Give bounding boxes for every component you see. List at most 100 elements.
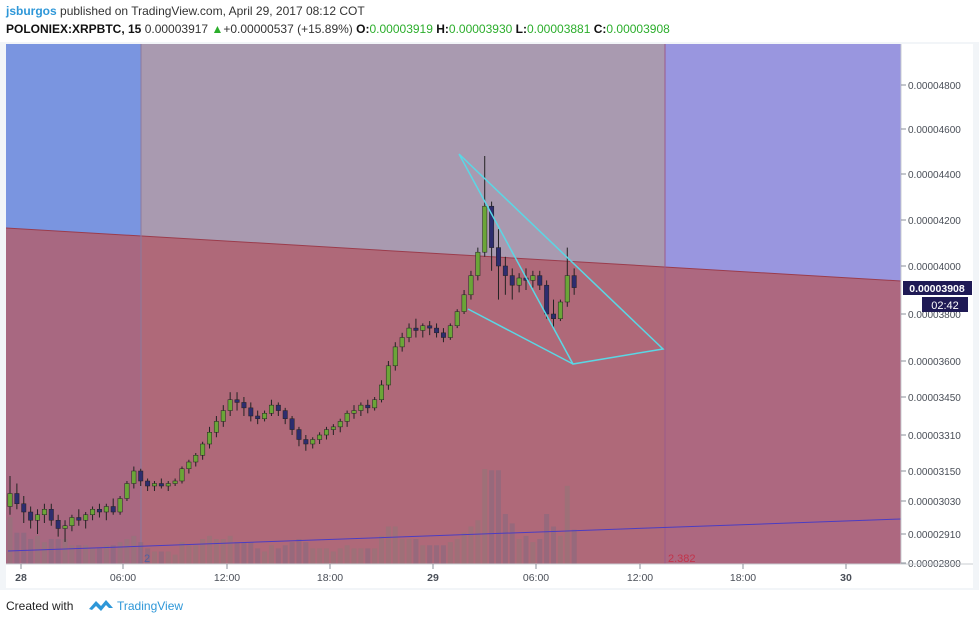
candle-body xyxy=(282,410,288,419)
y-tick-label: 0.00003310 xyxy=(908,431,961,442)
open-label: O: xyxy=(356,22,370,36)
volume-bar xyxy=(76,545,82,564)
fib-fan-line xyxy=(6,227,902,282)
candle-body xyxy=(179,468,185,482)
candle-body xyxy=(365,404,371,409)
candle-body xyxy=(461,294,467,312)
candle-body xyxy=(275,404,281,411)
volume-bar xyxy=(117,542,123,564)
candle-body xyxy=(14,493,20,504)
candle-body xyxy=(289,418,295,430)
volume-bar xyxy=(62,539,68,564)
candle-body xyxy=(372,399,378,409)
candle-body xyxy=(385,365,391,386)
candle-body xyxy=(234,399,240,403)
author-link[interactable]: jsburgos xyxy=(6,4,57,18)
candle-body xyxy=(482,205,488,253)
high-value: 0.00003930 xyxy=(448,22,513,36)
change-up-icon: ▲ xyxy=(211,22,224,36)
y-tick-label: 0.00002910 xyxy=(908,530,961,541)
tradingview-link[interactable]: TradingView xyxy=(117,599,184,613)
volume-bar xyxy=(413,539,419,564)
volume-bar xyxy=(317,548,323,564)
candle-body xyxy=(434,327,440,334)
volume-bar xyxy=(289,542,295,564)
candle-body xyxy=(255,415,261,419)
candle-body xyxy=(248,407,254,417)
candle-body xyxy=(296,429,302,440)
x-tick-label: 06:00 xyxy=(523,572,549,584)
chart-header: jsburgos published on TradingView.com, A… xyxy=(0,0,979,42)
volume-bar xyxy=(392,526,398,564)
candle-body xyxy=(165,483,171,487)
candle-body xyxy=(344,413,350,422)
volume-bar xyxy=(124,539,130,564)
x-tick-label: 30 xyxy=(840,572,852,584)
open-value: 0.00003919 xyxy=(369,22,433,36)
time-axis[interactable] xyxy=(6,564,901,588)
fib-label-left: 2 xyxy=(144,553,150,565)
tradingview-logo-icon[interactable] xyxy=(88,596,114,614)
candle-body xyxy=(564,275,570,303)
volume-bar xyxy=(544,514,550,564)
volume-bar xyxy=(337,548,343,564)
volume-bar xyxy=(145,548,151,564)
candle-body xyxy=(440,332,446,338)
candle-body xyxy=(172,480,178,484)
volume-bar xyxy=(55,539,61,564)
candle-body xyxy=(103,506,109,513)
candle-body xyxy=(475,251,481,276)
volume-bar xyxy=(344,545,350,564)
candle-body xyxy=(241,402,247,409)
candle-body xyxy=(358,404,364,411)
triangle-base[interactable] xyxy=(467,308,574,365)
close-value: 0.00003908 xyxy=(606,22,670,36)
footer: Created with TradingView xyxy=(0,590,979,623)
candle-body xyxy=(310,439,316,445)
volume-bar xyxy=(172,554,178,564)
candle-body xyxy=(21,503,27,513)
candle-body xyxy=(262,413,268,419)
volume-bar xyxy=(399,539,405,564)
candle-body xyxy=(268,404,274,414)
candle-body xyxy=(145,480,151,487)
volume-bar xyxy=(489,470,495,564)
candle-body xyxy=(48,509,54,521)
volume-bar xyxy=(537,539,543,564)
volume-bar xyxy=(502,514,508,564)
candle-body xyxy=(35,514,40,521)
candle-body xyxy=(186,461,192,469)
trendline[interactable] xyxy=(7,518,902,552)
volume-bar xyxy=(372,548,378,564)
y-tick-label: 0.00003150 xyxy=(908,467,961,478)
volume-bar xyxy=(323,548,329,564)
volume-bar xyxy=(275,548,281,564)
x-tick-label: 12:00 xyxy=(627,572,653,584)
volume-bar xyxy=(365,548,371,564)
price-chart[interactable]: 2 2.382 0.000028000.000029100.000030300.… xyxy=(6,44,973,588)
candle-body xyxy=(516,277,522,286)
y-tick-label: 0.00004200 xyxy=(908,216,961,227)
candle-body xyxy=(62,525,68,529)
volume-bar xyxy=(227,535,233,564)
volume-bar xyxy=(358,548,364,564)
y-tick-label: 0.00004800 xyxy=(908,81,961,92)
volume-bar xyxy=(83,545,89,564)
volume-bar xyxy=(165,551,171,564)
price-axis[interactable] xyxy=(901,44,973,588)
y-tick-label: 0.00004400 xyxy=(908,170,961,181)
x-tick-label: 06:00 xyxy=(110,572,136,584)
candle-body xyxy=(530,275,536,281)
candle-body xyxy=(90,509,96,515)
volume-bar xyxy=(241,542,247,564)
volume-bar xyxy=(268,545,274,564)
triangle-outer[interactable] xyxy=(458,153,665,365)
volume-bar xyxy=(179,542,185,564)
volume-bar xyxy=(551,526,557,564)
volume-bar xyxy=(571,529,577,564)
candle-body xyxy=(158,483,164,487)
candle-body xyxy=(420,325,426,331)
volume-bar xyxy=(440,545,446,564)
volume-bar xyxy=(530,542,536,564)
candle-body xyxy=(207,432,212,445)
